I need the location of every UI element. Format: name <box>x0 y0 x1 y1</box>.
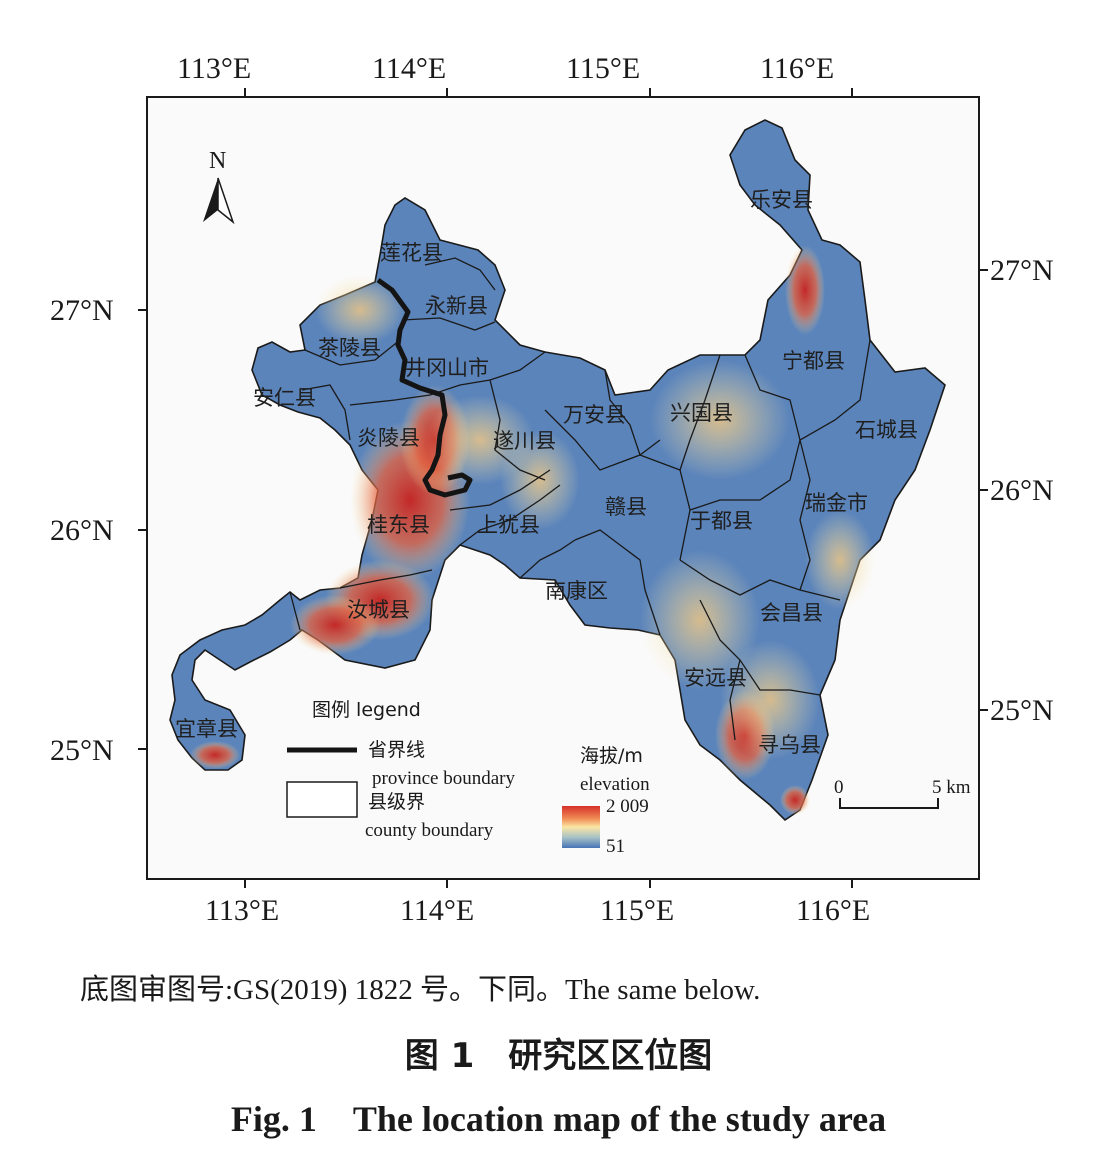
legend-elevation-cn: 海拔/m <box>580 745 643 767</box>
legend-elevation-min: 51 <box>606 836 625 857</box>
county-label: 井冈山市 <box>405 356 489 380</box>
legend-province-cn: 省界线 <box>368 739 425 761</box>
county-label: 茶陵县 <box>318 336 381 360</box>
north-arrow: N <box>203 148 235 225</box>
county-label: 汝城县 <box>347 598 410 622</box>
right-lat-label-26: 26°N <box>990 474 1054 507</box>
top-lon-label-114: 114°E <box>372 52 446 85</box>
county-label: 石城县 <box>855 418 918 442</box>
county-label: 万安县 <box>563 403 626 427</box>
county-label: 安远县 <box>684 666 747 690</box>
scale-bar-end: 5 km <box>932 777 971 798</box>
bottom-lon-label-115: 115°E <box>600 894 674 927</box>
legend-elevation-en: elevation <box>580 774 650 795</box>
scale-bar: 0 5 km <box>834 777 971 809</box>
top-lon-label-115: 115°E <box>566 52 640 85</box>
bottom-lon-label-114: 114°E <box>400 894 474 927</box>
county-label: 炎陵县 <box>357 426 420 450</box>
top-lon-label-116: 116°E <box>760 52 834 85</box>
county-label: 南康区 <box>545 579 608 603</box>
county-label: 永新县 <box>425 294 488 318</box>
county-label: 安仁县 <box>253 386 316 410</box>
legend-elevation-ramp <box>562 806 600 848</box>
county-label: 宁都县 <box>782 349 845 373</box>
map-approval-note: 底图审图号:GS(2019) 1822 号。下同。The same below. <box>80 974 761 1006</box>
county-label: 莲花县 <box>380 241 443 265</box>
top-lon-label-113: 113°E <box>177 52 251 85</box>
county-labels: 乐安县 莲花县 永新县 茶陵县 井冈山市 宁都县 安仁县 兴国县 万安县 石城县… <box>175 188 918 757</box>
county-label: 乐安县 <box>750 188 813 212</box>
axis-ticks <box>138 88 988 888</box>
county-label: 遂川县 <box>493 429 556 453</box>
legend: 图例 legend 省界线 province boundary 县级界 coun… <box>286 699 650 857</box>
left-lat-label-26: 26°N <box>50 514 114 547</box>
figure-title-en: Fig. 1 The location map of the study are… <box>230 1099 887 1139</box>
county-label: 桂东县 <box>367 513 430 537</box>
county-label: 宜章县 <box>175 717 238 741</box>
scale-bar-start: 0 <box>834 777 844 798</box>
county-label: 赣县 <box>605 495 647 519</box>
right-lat-label-25: 25°N <box>990 694 1054 727</box>
north-arrow-label: N <box>209 148 226 174</box>
legend-title: 图例 legend <box>312 699 421 721</box>
county-label: 于都县 <box>690 509 753 533</box>
location-map: N 113°E 114°E 115°E 116°E 113°E 114°E 11… <box>50 52 1054 927</box>
legend-county-en: county boundary <box>365 820 494 841</box>
legend-county-cn: 县级界 <box>368 791 425 813</box>
county-label: 会昌县 <box>760 601 823 625</box>
county-label: 瑞金市 <box>805 491 868 515</box>
county-label: 寻乌县 <box>758 733 821 757</box>
legend-elevation-max: 2 009 <box>606 796 649 817</box>
left-lat-label-25: 25°N <box>50 734 114 767</box>
terrain-shading <box>190 245 875 815</box>
bottom-lon-label-116: 116°E <box>796 894 870 927</box>
province-boundary <box>376 277 473 498</box>
legend-province-en: province boundary <box>372 768 515 789</box>
left-lat-label-27: 27°N <box>50 294 114 327</box>
bottom-lon-label-113: 113°E <box>205 894 279 927</box>
county-boundaries <box>289 257 871 741</box>
right-lat-label-27: 27°N <box>990 254 1054 287</box>
county-label: 兴国县 <box>670 401 733 425</box>
figure-title-cn: 图 1 研究区区位图 <box>404 1036 713 1076</box>
county-label: 上犹县 <box>477 513 540 537</box>
legend-county-swatch <box>286 781 358 818</box>
